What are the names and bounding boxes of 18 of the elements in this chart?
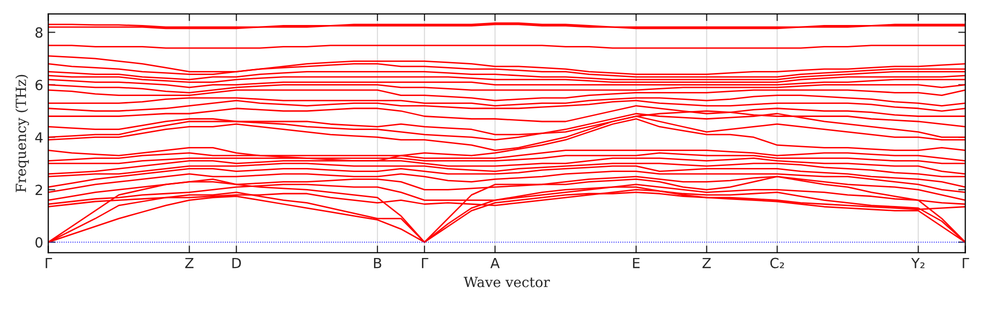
y-tick-label: 4: [35, 132, 43, 143]
y-tick-label: 0: [35, 237, 42, 248]
x-tick-label: Y₂: [911, 258, 924, 268]
y-tick-label: 8: [36, 27, 42, 38]
x-tick-label: D: [232, 258, 241, 268]
x-tick-label: E: [633, 258, 640, 268]
y-tick-label: 6: [36, 80, 43, 90]
x-tick-label: Z: [702, 258, 711, 268]
x-tick-label: Γ: [422, 258, 428, 268]
x-axis-title: Wave vector: [464, 276, 550, 288]
x-tick-label: Γ: [46, 258, 52, 268]
y-tick-label: 2: [36, 184, 42, 195]
x-tick-label: Γ: [962, 258, 970, 268]
y-axis-title: Frequency (THz): [15, 74, 30, 192]
x-tick-label: A: [490, 258, 500, 268]
x-tick-label: B: [374, 258, 382, 268]
x-tick-label: C₂: [770, 258, 784, 268]
x-tick-label: Z: [185, 258, 194, 268]
